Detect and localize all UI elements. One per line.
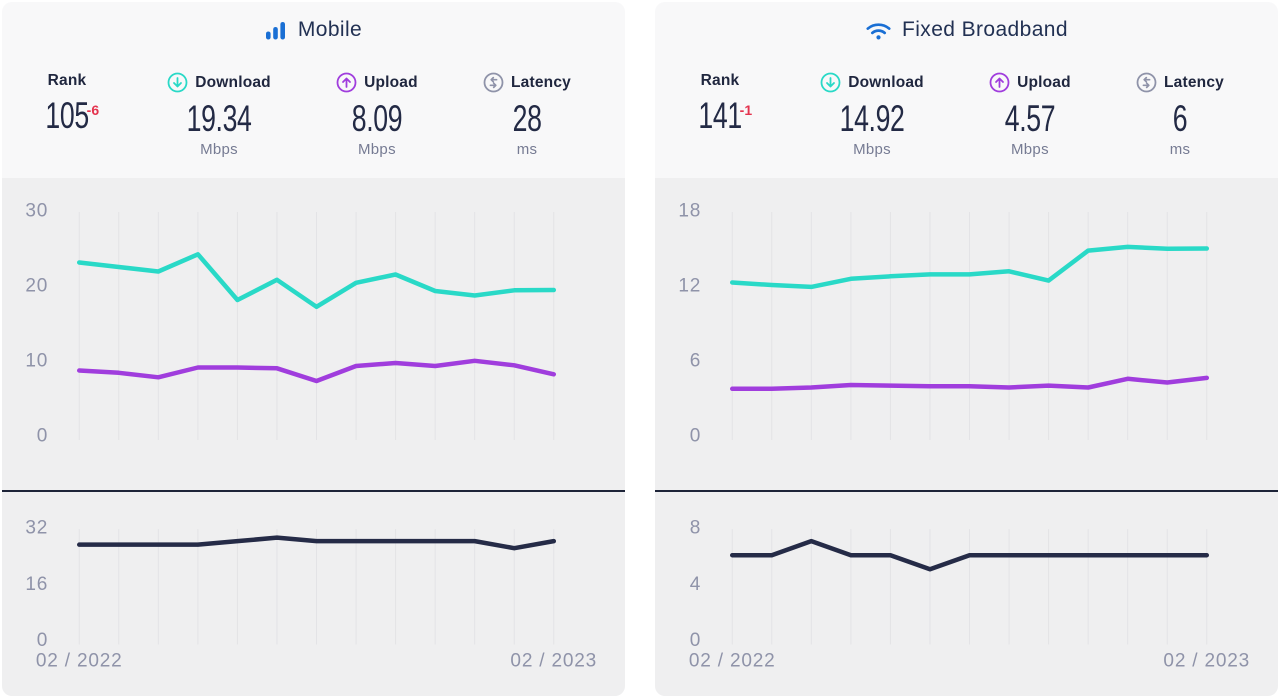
stat-rank-value: 141 -1 <box>690 95 752 136</box>
fixed-speed-chart-svg: 18 12 6 0 <box>678 201 1210 447</box>
svg-text:4: 4 <box>690 574 701 595</box>
chart-divider <box>2 490 625 492</box>
signal-bars-icon <box>265 20 288 41</box>
stat-label: Latency <box>511 73 571 91</box>
stat-latency-label-row: Latency <box>1136 72 1224 93</box>
stat-unit: ms <box>516 141 538 158</box>
svg-text:02 / 2022: 02 / 2022 <box>689 651 776 672</box>
upload-circle-icon <box>336 72 357 93</box>
stat-download-value: 14.92 <box>827 99 917 139</box>
stat-download: Download 19.34 Mbps <box>167 72 271 159</box>
svg-text:10: 10 <box>25 351 48 372</box>
stat-label: Download <box>848 73 924 91</box>
stat-unit: Mbps <box>853 141 891 158</box>
rank-number: 141 <box>698 95 742 136</box>
svg-text:30: 30 <box>25 201 48 222</box>
download-circle-icon <box>820 72 841 93</box>
svg-text:16: 16 <box>25 574 48 595</box>
stat-latency: Latency 6 ms <box>1136 72 1224 159</box>
download-circle-icon <box>167 72 188 93</box>
svg-text:0: 0 <box>690 426 701 447</box>
svg-text:32: 32 <box>25 518 48 539</box>
stat-label: Upload <box>1017 73 1071 91</box>
upload-number: 4.57 <box>1004 98 1056 139</box>
fixed-panel-header: Fixed Broadband Rank 141 -1 <box>655 2 1278 178</box>
stat-rank: Rank 105 -6 <box>32 72 102 159</box>
svg-text:20: 20 <box>25 276 48 297</box>
download-number: 19.34 <box>186 98 252 139</box>
stat-unit: Mbps <box>200 141 238 158</box>
download-number: 14.92 <box>839 98 905 139</box>
stat-rank-label-row: Rank <box>701 72 740 90</box>
stat-upload-value: 4.57 <box>995 99 1065 139</box>
rank-delta: -1 <box>739 102 753 118</box>
stat-label: Rank <box>700 72 740 89</box>
stat-unit: Mbps <box>1010 141 1049 158</box>
stat-latency-value: 6 <box>1170 99 1190 139</box>
stat-download-label-row: Download <box>167 72 271 93</box>
stat-latency-value: 28 <box>507 99 547 139</box>
svg-text:02 / 2023: 02 / 2023 <box>1163 651 1250 672</box>
upload-circle-icon <box>989 72 1010 93</box>
stat-label: Download <box>195 73 271 91</box>
stat-download: Download 14.92 Mbps <box>820 72 924 159</box>
mobile-latency-chart-svg: 32 16 002 / 2022 02 / 2023 <box>25 518 597 672</box>
mobile-panel: Mobile Rank 105 -6 <box>2 2 625 696</box>
stat-label: Latency <box>1164 73 1224 91</box>
stat-unit: Mbps <box>357 141 396 158</box>
fixed-latency-chart: 8 4 0 02 / 2022 02 / 2023 <box>655 492 1278 696</box>
wifi-icon <box>865 19 892 41</box>
fixed-broadband-panel: Fixed Broadband Rank 141 -1 <box>655 2 1278 696</box>
chart-divider <box>655 490 1278 492</box>
fixed-stats-row: Rank 141 -1 <box>655 42 1278 159</box>
svg-text:12: 12 <box>678 276 701 297</box>
svg-text:6: 6 <box>690 351 701 372</box>
fixed-latency-chart-svg: 8 4 002 / 2022 02 / 2023 <box>689 518 1250 672</box>
mobile-latency-chart: 32 16 0 02 / 2022 02 / 2023 <box>2 492 625 696</box>
stat-upload-label-row: Upload <box>336 72 418 93</box>
stat-upload-label-row: Upload <box>989 72 1071 93</box>
latency-circle-icon <box>483 72 504 93</box>
stat-download-label-row: Download <box>820 72 924 93</box>
latency-number: 28 <box>512 98 542 139</box>
stat-latency: Latency 28 ms <box>483 72 571 159</box>
stat-label: Rank <box>47 72 87 89</box>
svg-text:18: 18 <box>678 201 701 222</box>
stat-rank: Rank 141 -1 <box>685 72 755 159</box>
stat-download-value: 19.34 <box>174 99 264 139</box>
stat-label: Upload <box>364 73 418 91</box>
stat-latency-label-row: Latency <box>483 72 571 93</box>
mobile-speed-chart: 30 20 10 0 <box>2 178 625 490</box>
latency-number: 6 <box>1172 98 1188 139</box>
svg-text:0: 0 <box>690 630 701 651</box>
latency-circle-icon <box>1136 72 1157 93</box>
stat-upload: Upload 4.57 Mbps <box>989 72 1071 159</box>
stat-upload: Upload 8.09 Mbps <box>336 72 418 159</box>
rank-number: 105 <box>45 95 89 136</box>
stat-rank-value: 105 -6 <box>37 95 99 136</box>
mobile-panel-title: Mobile <box>2 2 625 42</box>
mobile-speed-chart-svg: 30 20 10 0 <box>25 201 557 447</box>
mobile-stats-row: Rank 105 -6 <box>2 42 625 159</box>
fixed-panel-title: Fixed Broadband <box>655 2 1278 42</box>
upload-number: 8.09 <box>351 98 403 139</box>
panel-title-text: Mobile <box>297 18 363 41</box>
mobile-panel-header: Mobile Rank 105 -6 <box>2 2 625 178</box>
stat-upload-value: 8.09 <box>342 99 412 139</box>
svg-text:0: 0 <box>37 630 48 651</box>
svg-text:02 / 2022: 02 / 2022 <box>36 651 123 672</box>
rank-delta: -6 <box>86 102 100 118</box>
svg-text:8: 8 <box>690 518 701 539</box>
svg-text:02 / 2023: 02 / 2023 <box>510 651 597 672</box>
svg-text:0: 0 <box>37 426 48 447</box>
panel-title-text: Fixed Broadband <box>902 18 1068 41</box>
stat-unit: ms <box>1169 141 1191 158</box>
stat-rank-label-row: Rank <box>48 72 87 90</box>
fixed-speed-chart: 18 12 6 0 <box>655 178 1278 490</box>
